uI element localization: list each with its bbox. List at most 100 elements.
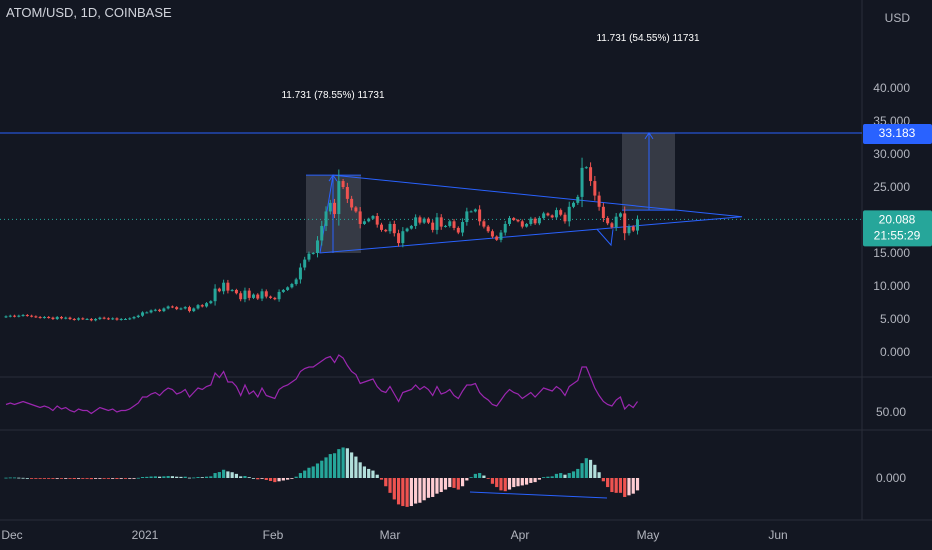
candle-body: [13, 315, 17, 317]
candle-body: [508, 218, 512, 224]
candle-body: [111, 318, 115, 320]
price-badge-text: 33.183: [879, 126, 916, 140]
macd-bar: [623, 478, 627, 497]
macd-bar: [571, 471, 576, 478]
macd-bar: [460, 478, 465, 487]
candle-body: [350, 198, 354, 208]
macd-bar: [588, 459, 593, 478]
x-tick-label: Apr: [511, 528, 530, 542]
candle-body: [128, 318, 132, 320]
macd-bar: [111, 478, 115, 479]
macd-bar: [298, 473, 303, 478]
candle-body: [375, 216, 379, 225]
candle-body: [307, 253, 311, 260]
candle-body: [431, 222, 435, 230]
macd-bar: [443, 478, 448, 490]
candle-body: [17, 315, 21, 317]
candle-body: [158, 309, 162, 312]
price-badge-text: 20.088: [879, 212, 916, 226]
macd-bar: [469, 477, 473, 478]
macd-bar: [328, 454, 332, 478]
x-tick-label: Mar: [380, 528, 401, 542]
macd-bar: [537, 478, 541, 480]
candle-body: [239, 293, 243, 300]
macd-bar: [217, 472, 221, 478]
macd-bar: [371, 470, 375, 478]
macd-bar: [230, 472, 234, 478]
macd-bar: [375, 474, 379, 478]
macd-bar: [192, 477, 196, 479]
candle-body: [525, 223, 529, 227]
currency-label: USD: [885, 11, 911, 25]
candle-body: [618, 213, 622, 217]
macd-bar: [550, 476, 554, 478]
macd-bar: [414, 478, 418, 504]
macd-bar: [618, 478, 623, 493]
macd-bar: [529, 478, 533, 483]
candle-body: [230, 289, 234, 291]
macd-bar: [593, 464, 597, 478]
macd-bar: [465, 478, 469, 481]
macd-bar: [486, 478, 490, 479]
candle-body: [21, 315, 25, 317]
y-tick-label: 0.000: [880, 345, 910, 359]
candle-body: [153, 309, 157, 311]
macd-bar: [12, 477, 17, 479]
macd-bar: [247, 477, 251, 478]
macd-bar: [136, 477, 140, 479]
candle-body: [516, 220, 520, 222]
candle-body: [439, 217, 443, 227]
candle-body: [358, 211, 362, 224]
macd-bar: [183, 476, 187, 478]
macd-bar: [597, 472, 601, 478]
macd-bar: [341, 447, 345, 478]
macd-bar: [47, 478, 51, 479]
macd-bar: [576, 468, 580, 478]
candle-body: [559, 210, 563, 215]
macd-bar: [396, 478, 401, 505]
candle-body: [601, 206, 605, 219]
macd-bar: [226, 471, 230, 478]
candles: [4, 157, 640, 322]
macd-bar: [294, 476, 298, 478]
macd-bar: [367, 468, 371, 478]
candle-body: [119, 319, 123, 320]
macd-bar: [303, 470, 307, 478]
macd-bar: [563, 474, 567, 478]
candle-body: [311, 253, 315, 254]
macd-bar: [499, 478, 503, 491]
macd-bar: [98, 478, 102, 479]
macd-bar: [149, 476, 153, 478]
x-tick-label: Jun: [768, 528, 787, 542]
candle-body: [132, 317, 136, 319]
macd-bar: [128, 478, 132, 479]
macd-bar: [209, 476, 213, 478]
macd-bar: [264, 478, 268, 480]
macd-bar: [332, 453, 337, 478]
grid: [0, 0, 932, 521]
macd-bar: [405, 478, 409, 507]
candle-body: [72, 319, 76, 320]
macd-bar: [222, 469, 226, 478]
macd-bar: [358, 462, 362, 478]
candle-body: [512, 218, 516, 220]
macd-bar: [234, 473, 239, 478]
y-tick-label: 30.000: [873, 147, 910, 161]
candle-body: [209, 301, 213, 304]
candle-body: [166, 306, 170, 309]
macd-bar: [337, 449, 341, 478]
macd-bar: [187, 477, 192, 479]
macd-bar: [175, 476, 179, 478]
candle-body: [85, 319, 89, 320]
x-tick-label: Dec: [1, 528, 22, 542]
macd-bar: [516, 478, 520, 487]
macd-bar: [145, 476, 149, 478]
macd-bar: [30, 478, 34, 479]
macd-bar: [614, 478, 618, 493]
candle-body: [294, 279, 298, 285]
candle-body: [51, 317, 55, 319]
macd-bar: [239, 476, 243, 478]
candle-body: [636, 219, 640, 231]
macd-bar: [495, 478, 499, 488]
